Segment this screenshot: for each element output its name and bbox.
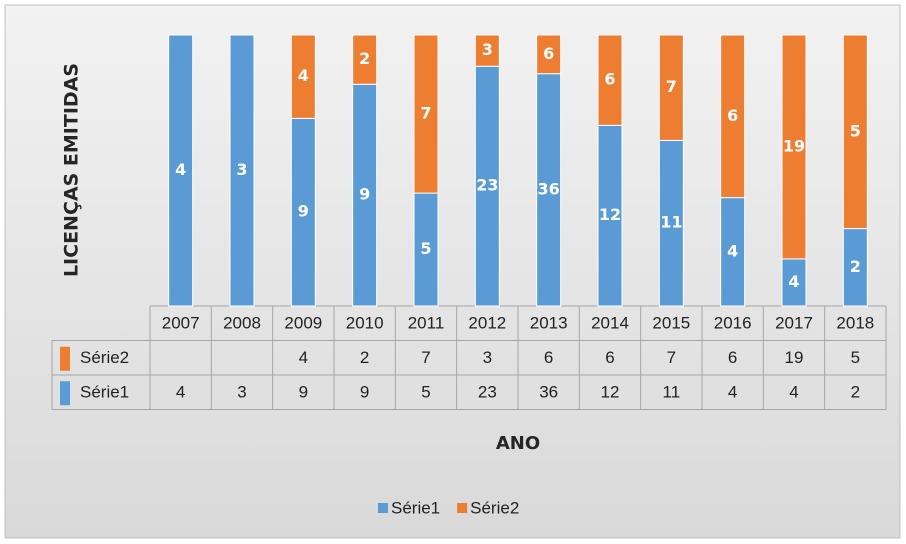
- x-tick-label: 2010: [346, 314, 384, 333]
- data-label: 7: [420, 104, 431, 123]
- bar-segment: [352, 34, 378, 85]
- bar-segment: [720, 197, 746, 307]
- table-series-name: Série1: [80, 383, 129, 402]
- x-tick-label: 2014: [591, 314, 629, 333]
- data-label: 19: [783, 136, 805, 155]
- table-cell: 9: [299, 383, 308, 402]
- x-axis-title: ANO: [496, 433, 540, 454]
- x-tick-label: 2007: [162, 314, 200, 333]
- data-label: 6: [604, 70, 615, 89]
- table-cell: 6: [605, 348, 614, 367]
- table-cell: 2: [360, 348, 369, 367]
- data-label: 5: [420, 239, 431, 258]
- legend-label: Série2: [470, 498, 519, 517]
- table-cell: 6: [728, 348, 737, 367]
- bar-segment: [536, 34, 562, 75]
- bar-segment: [352, 83, 378, 307]
- table-cell: 9: [360, 383, 369, 402]
- data-label: 9: [359, 185, 370, 204]
- data-label: 4: [175, 160, 186, 179]
- x-tick-label: 2012: [468, 314, 506, 333]
- y-axis-title: LICENÇAS EMITIDAS: [61, 63, 83, 277]
- table-cell: 7: [667, 348, 676, 367]
- data-label: 7: [666, 77, 677, 96]
- table-cell: 23: [478, 383, 497, 402]
- data-label: 36: [538, 179, 560, 198]
- table-cell: 4: [299, 348, 308, 367]
- table-cell: 6: [544, 348, 553, 367]
- data-label: 23: [476, 176, 498, 195]
- legend-label: Série1: [391, 498, 440, 517]
- x-tick-label: 2008: [223, 314, 261, 333]
- data-label: 11: [660, 213, 682, 232]
- x-tick-label: 2013: [530, 314, 568, 333]
- table-cell: 5: [851, 348, 860, 367]
- legend-key: [378, 503, 388, 513]
- bar-segment: [413, 192, 439, 307]
- table-cell: 3: [237, 383, 246, 402]
- table-cell: 19: [785, 348, 804, 367]
- x-tick-label: 2016: [714, 314, 752, 333]
- chart-background: [4, 4, 901, 539]
- bar-segment: [658, 34, 684, 141]
- table-series-name: Série2: [80, 348, 129, 367]
- table-cell: 11: [663, 383, 681, 402]
- data-label: 2: [359, 49, 370, 68]
- table-cell: 2: [851, 383, 860, 402]
- data-label: 2: [850, 257, 861, 276]
- bar-segment: [474, 34, 500, 67]
- bar-segment: [658, 139, 684, 307]
- data-label: 4: [298, 66, 309, 85]
- table-cell: 4: [176, 383, 185, 402]
- data-label: 3: [236, 160, 247, 179]
- data-label: 5: [850, 121, 861, 140]
- legend-key: [457, 503, 468, 513]
- bar-segment: [413, 34, 439, 194]
- bar-segment: [720, 34, 746, 199]
- table-cell: 4: [728, 383, 737, 402]
- data-label: 9: [298, 202, 309, 221]
- bar-segment: [597, 124, 623, 307]
- x-tick-label: 2009: [284, 314, 322, 333]
- bar-segment: [168, 34, 194, 307]
- table-cell: 7: [421, 348, 430, 367]
- table-cell: 3: [483, 348, 492, 367]
- data-label: 3: [482, 40, 493, 59]
- bar-segment: [781, 34, 807, 260]
- bar-segment: [474, 65, 500, 307]
- x-tick-label: 2011: [408, 314, 445, 333]
- x-tick-label: 2017: [775, 314, 813, 333]
- table-cell: 4: [789, 383, 798, 402]
- table-cell: 36: [539, 383, 558, 402]
- x-tick-label: 2015: [652, 314, 690, 333]
- data-label: 6: [543, 44, 554, 63]
- table-cell: 12: [601, 383, 620, 402]
- data-label: 12: [599, 205, 621, 224]
- x-tick-label: 2018: [836, 314, 874, 333]
- bar-segment: [781, 258, 807, 307]
- table-legend-key: [60, 381, 70, 406]
- bar-segment: [290, 34, 316, 119]
- bar-segment: [536, 73, 562, 307]
- bar-segment: [229, 34, 255, 307]
- data-label: 4: [788, 272, 799, 291]
- table-cell: 5: [421, 383, 430, 402]
- data-label: 4: [727, 241, 738, 260]
- table-legend-key: [60, 346, 70, 371]
- bar-segment: [842, 34, 868, 230]
- data-label: 6: [727, 106, 738, 125]
- bar-segment: [597, 34, 623, 126]
